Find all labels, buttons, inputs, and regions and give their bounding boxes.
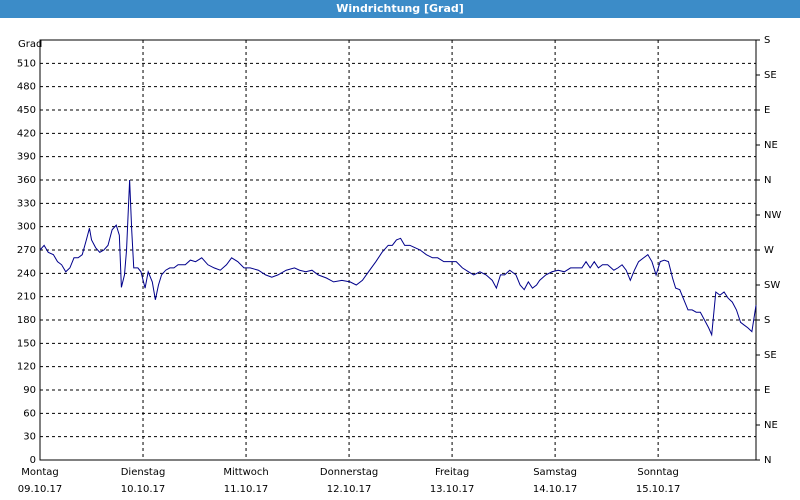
y-tick-label: 90 [23, 385, 36, 396]
x-tick-date: 09.10.17 [18, 484, 63, 495]
x-tick-label: Dienstag [121, 467, 166, 478]
y-tick-label: 120 [17, 362, 36, 373]
y-tick-label: 180 [17, 315, 36, 326]
y-tick-label: 420 [17, 128, 36, 139]
y-tick-label: 300 [17, 222, 36, 233]
y-tick-label: 210 [17, 292, 36, 303]
y2-tick-label: SE [764, 70, 777, 81]
x-tick-label: Donnerstag [320, 467, 378, 478]
x-tick-date: 13.10.17 [430, 484, 475, 495]
y2-tick-label: SE [764, 350, 777, 361]
x-tick-label: Mittwoch [223, 467, 268, 478]
y2-tick-label: NW [764, 210, 781, 221]
y2-tick-label: NE [764, 420, 778, 431]
x-tick-date: 10.10.17 [121, 484, 166, 495]
y-axis-label: Grad [18, 39, 42, 50]
y2-tick-label: N [764, 455, 771, 466]
title-bar: Windrichtung [Grad] [0, 0, 800, 18]
y2-tick-label: E [764, 385, 770, 396]
y2-tick-label: SW [764, 280, 780, 291]
y-tick-label: 390 [17, 152, 36, 163]
y-tick-label: 330 [17, 198, 36, 209]
y-tick-label: 270 [17, 245, 36, 256]
x-tick-date: 12.10.17 [327, 484, 372, 495]
y2-tick-label: NE [764, 140, 778, 151]
y-tick-label: 60 [23, 408, 36, 419]
x-tick-date: 14.10.17 [533, 484, 578, 495]
x-tick-label: Freitag [435, 467, 469, 478]
y-tick-label: 150 [17, 338, 36, 349]
x-tick-date: 11.10.17 [224, 484, 269, 495]
data-line [39, 179, 757, 337]
y2-tick-label: S [764, 35, 770, 46]
x-tick-label: Montag [21, 467, 58, 478]
x-tick-label: Samstag [533, 467, 577, 478]
x-tick-date: 15.10.17 [636, 484, 681, 495]
y2-tick-label: S [764, 315, 770, 326]
y-tick-label: 480 [17, 82, 36, 93]
x-tick-label: Sonntag [637, 467, 679, 478]
y-tick-label: 450 [17, 105, 36, 116]
y-tick-label: 30 [23, 432, 36, 443]
y-tick-label: 510 [17, 58, 36, 69]
y2-tick-label: W [764, 245, 774, 256]
y-tick-label: 360 [17, 175, 36, 186]
y-tick-label: 0 [30, 455, 36, 466]
y-tick-label: 240 [17, 268, 36, 279]
y2-tick-label: E [764, 105, 770, 116]
y2-tick-label: N [764, 175, 771, 186]
